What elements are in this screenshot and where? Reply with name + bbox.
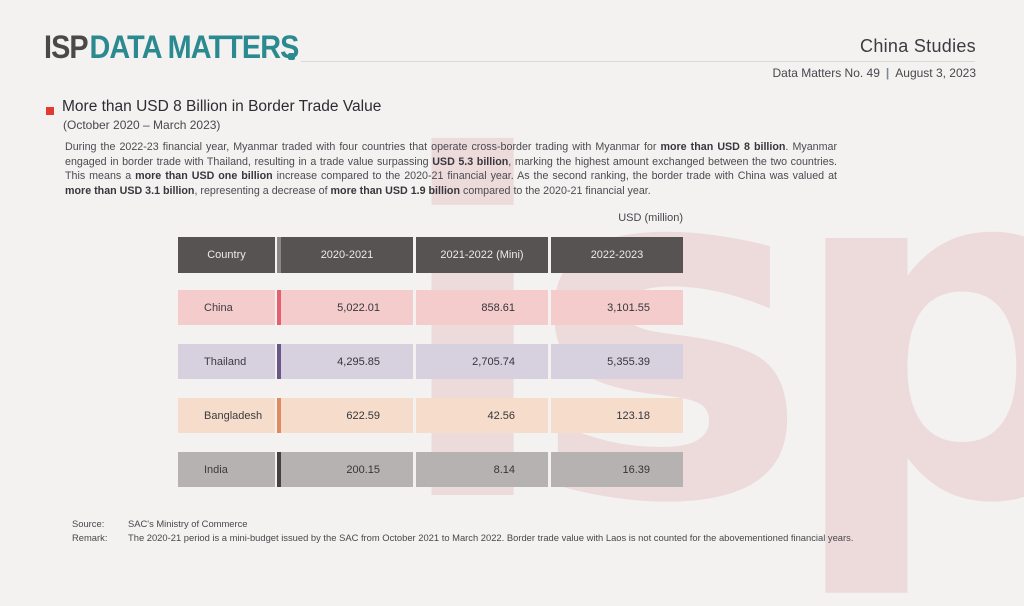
brand-logo: ISP DATA MATTERS: [44, 29, 300, 66]
table-row: Thailand 4,295.85 2,705.74 5,355.39: [178, 344, 683, 379]
series-title: China Studies: [860, 36, 976, 56]
value-cell: 123.18: [551, 398, 683, 433]
row-accent-bar: [277, 290, 281, 325]
row-accent-bar: [277, 452, 281, 487]
value-cell: 5,022.01: [281, 290, 413, 325]
country-cell: China: [178, 290, 275, 325]
value-cell: 2,705.74: [416, 344, 548, 379]
footer-notes: Source: SAC's Ministry of Commerce Remar…: [72, 518, 958, 544]
table-row: India 200.15 8.14 16.39: [178, 452, 683, 487]
headline-bullet-icon: [46, 107, 54, 115]
issue-line: Data Matters No. 49 | August 3, 2023: [773, 66, 976, 80]
body-paragraph: During the 2022-23 financial year, Myanm…: [65, 140, 837, 198]
text-segment: , representing a decrease of: [194, 184, 331, 197]
column-header: 2020-2021: [281, 237, 413, 273]
highlight-text: more than USD one billion: [135, 170, 273, 183]
issue-separator: |: [885, 66, 890, 80]
country-cell: Bangladesh: [178, 398, 275, 433]
page-title: More than USD 8 Billion in Border Trade …: [62, 98, 382, 115]
watermark-logo: isp: [392, 59, 1024, 606]
highlight-text: more than USD 3.1 billion: [65, 184, 195, 197]
value-cell: 42.56: [416, 398, 548, 433]
header-separator-bar: [277, 237, 281, 273]
row-accent-bar: [277, 344, 281, 379]
source-text: SAC's Ministry of Commerce: [128, 518, 248, 529]
table-row: China 5,022.01 858.61 3,101.55: [178, 290, 683, 325]
country-cell: Thailand: [178, 344, 275, 379]
highlight-text: more than USD 1.9 billion: [330, 184, 460, 197]
value-cell: 8.14: [416, 452, 548, 487]
value-cell: 858.61: [416, 290, 548, 325]
source-label: Source:: [72, 518, 105, 529]
remark-label: Remark:: [72, 531, 108, 543]
logo-dot-icon: [288, 53, 295, 60]
highlight-text: more than USD 8 billion: [660, 141, 786, 153]
text-segment: During the 2022-23 financial year, Myanm…: [65, 141, 661, 153]
page: ISP DATA MATTERS China Studies Data Matt…: [44, 29, 976, 544]
value-cell: 4,295.85: [281, 344, 413, 379]
text-segment: compared to the 2020-21 financial year.: [460, 184, 651, 197]
table-row: Bangladesh 622.59 42.56 123.18: [178, 398, 683, 433]
table-rows: China 5,022.01 858.61 3,101.55 Thailand 4,295…: [178, 290, 683, 487]
highlight-text: USD 5.3 billion: [432, 155, 509, 168]
column-header: Country: [178, 237, 275, 273]
issue-date: August 3, 2023: [895, 66, 976, 80]
text-segment: increase compared to the 2020-21 financi…: [272, 170, 838, 183]
row-accent-bar: [277, 398, 281, 433]
value-cell: 622.59: [281, 398, 413, 433]
issue-number: Data Matters No. 49: [772, 66, 880, 80]
unit-label: USD (million): [618, 212, 683, 224]
value-cell: 200.15: [281, 452, 413, 487]
value-cell: 5,355.39: [551, 344, 683, 379]
value-cell: 3,101.55: [551, 290, 683, 325]
value-cell: 16.39: [551, 452, 683, 487]
logo-main: DATA MATTERS: [89, 29, 300, 65]
text-segment: , marking the highest amount exchanged b…: [65, 155, 838, 183]
header-divider: [301, 61, 975, 62]
column-header: 2021-2022 (Mini): [416, 237, 548, 273]
table-header-row: Country 2020-2021 2021-2022 (Mini) 2022-…: [178, 237, 683, 273]
page-subtitle: (October 2020 – March 2023): [63, 118, 221, 132]
column-header: 2022-2023: [551, 237, 683, 273]
trade-table: USD (million) Country 2020-2021 2021-202…: [178, 212, 683, 487]
logo-prefix: ISP: [44, 29, 89, 65]
country-cell: India: [178, 452, 275, 487]
remark-text: The 2020-21 period is a mini-budget issu…: [128, 531, 854, 543]
text-segment: . Myanmar engaged in border trade with T…: [65, 141, 837, 168]
